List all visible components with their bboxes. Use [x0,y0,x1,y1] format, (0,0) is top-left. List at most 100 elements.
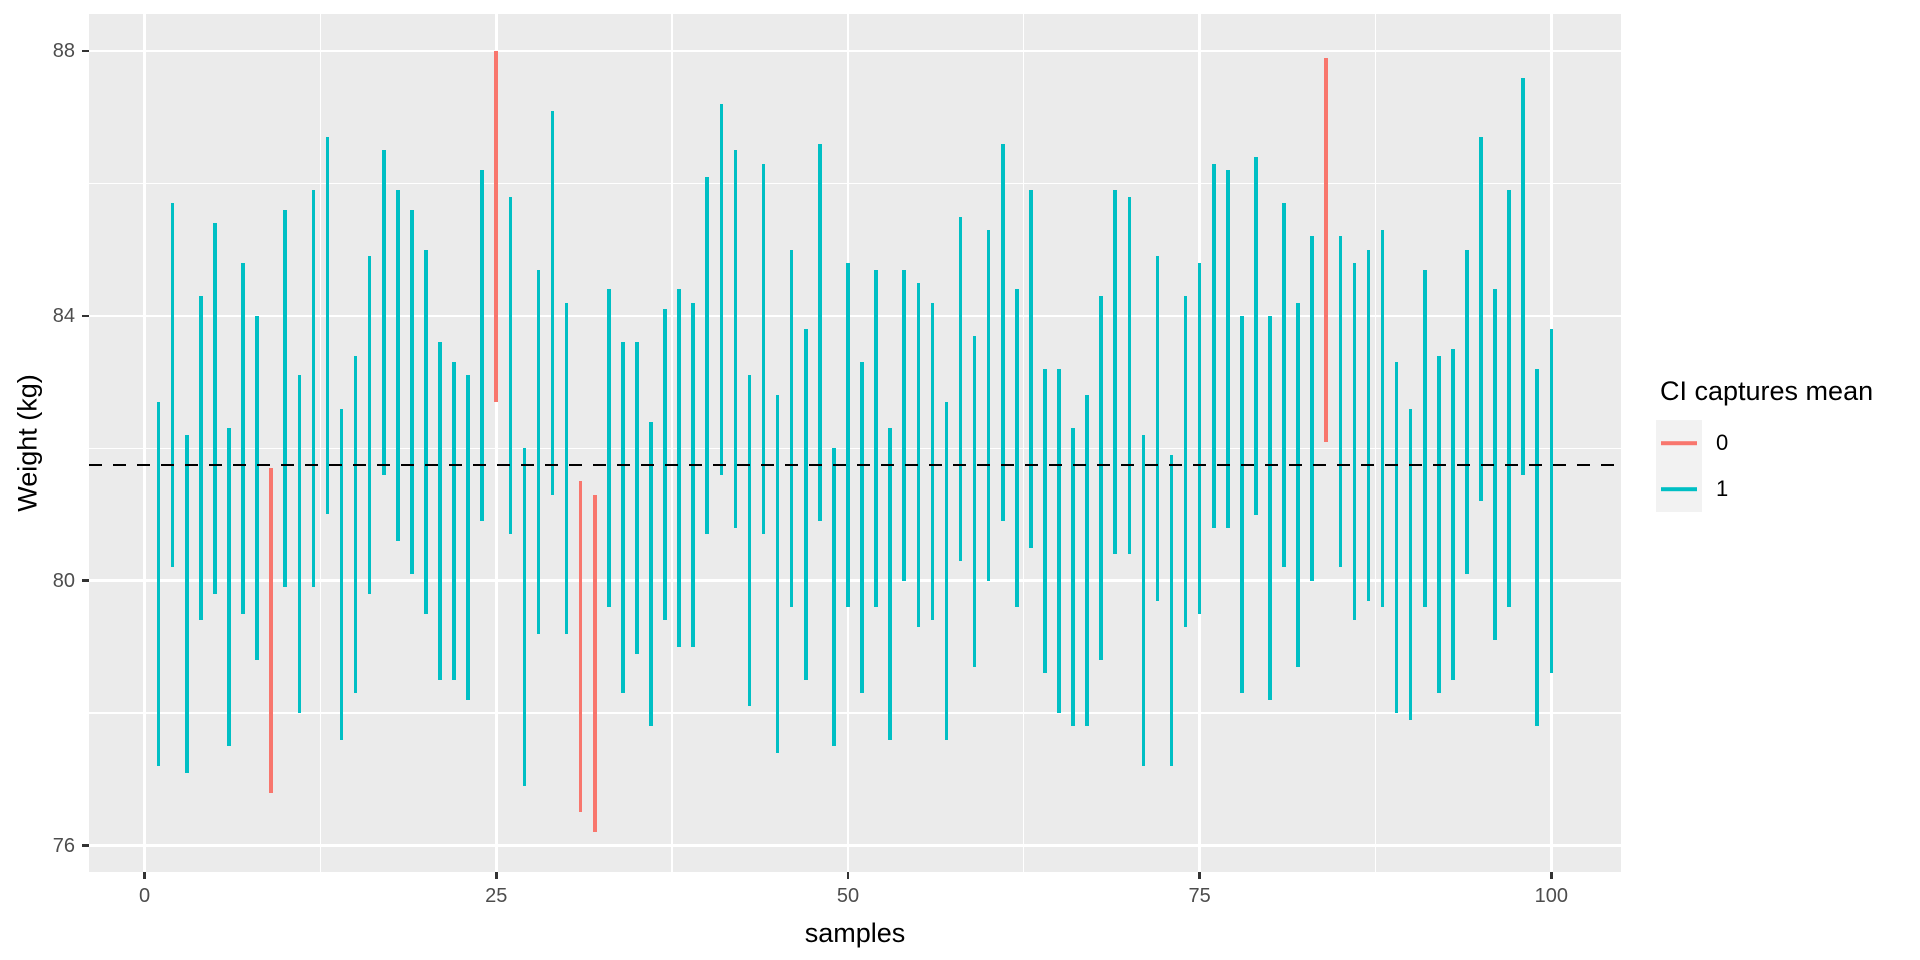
x-minor-gridline [1023,14,1025,872]
legend-entry-0: 0 [1656,420,1916,466]
ci-bar-sample-95 [1479,137,1483,502]
ci-bar-sample-39 [691,302,695,647]
ci-bar-sample-89 [1394,362,1399,714]
ci-bar-sample-100 [1549,329,1554,674]
ci-bar-sample-80 [1268,315,1272,700]
ci-bar-sample-67 [1085,395,1089,727]
x-tick-mark [1550,872,1553,879]
ci-bar-sample-76 [1211,163,1216,528]
ci-bar-sample-20 [424,249,428,614]
ci-bar-sample-66 [1071,428,1075,727]
y-tick-mark [82,314,89,318]
ci-bar-sample-93 [1451,348,1455,680]
ci-bar-sample-4 [199,296,203,621]
ci-bar-sample-71 [1141,435,1146,767]
ci-bar-sample-9 [269,468,273,793]
ci-bar-sample-26 [508,196,513,535]
ci-bar-sample-99 [1535,368,1540,727]
ci-bar-sample-59 [972,335,977,667]
y-tick-label: 80 [52,569,75,592]
legend-entry-label: 0 [1716,430,1729,455]
ci-bar-sample-24 [480,170,484,522]
ci-bar-sample-77 [1226,170,1230,528]
ci-bar-sample-8 [255,315,259,661]
ci-bar-sample-2 [170,203,175,568]
x-tick-label: 50 [836,885,860,907]
ci-bar-sample-45 [775,395,780,753]
ci-bar-sample-54 [902,269,907,581]
ci-bar-sample-1 [156,401,161,767]
ci-bar-sample-82 [1296,302,1300,667]
ci-bar-sample-32 [592,494,597,833]
ci-bar-sample-41 [719,104,724,475]
ci-bar-sample-43 [747,375,752,707]
legend-key-line [1661,441,1697,445]
x-tick-label: 25 [485,885,508,907]
ci-bar-sample-56 [930,302,935,621]
x-tick-mark [143,872,146,879]
y-tick-label: 84 [52,304,75,327]
x-minor-gridline [671,14,673,872]
ci-bar-sample-17 [381,150,386,475]
y-tick-label: 76 [52,834,75,857]
ci-bar-sample-72 [1155,256,1160,601]
ci-bar-sample-65 [1057,368,1061,714]
ci-bar-sample-85 [1338,236,1343,568]
ci-bar-sample-53 [888,428,892,740]
ci-bar-sample-13 [325,137,330,515]
ci-bar-sample-23 [466,375,470,700]
ci-bar-sample-92 [1437,355,1441,694]
ci-bar-sample-12 [311,190,316,588]
ci-bar-sample-69 [1113,190,1118,555]
ci-bar-sample-22 [452,362,456,680]
ci-bar-sample-58 [958,216,963,561]
ci-bar-sample-73 [1169,454,1174,767]
ci-bar-sample-44 [761,163,766,535]
ci-bar-sample-28 [536,269,541,634]
ci-bar-sample-30 [564,302,569,634]
legend-key-line [1661,487,1697,491]
ci-bar-sample-25 [494,51,499,402]
ci-bar-sample-97 [1507,190,1511,608]
ci-bar-sample-31 [578,481,583,813]
legend-key-box [1656,466,1702,512]
ci-bar-sample-38 [677,289,681,647]
ci-bar-sample-81 [1282,203,1286,568]
y-tick-mark [82,49,89,53]
y-minor-gridline [89,182,1621,185]
x-axis-title: samples [804,918,906,948]
ci-bar-sample-74 [1183,296,1188,628]
ci-bar-sample-86 [1352,262,1357,621]
ci-bar-sample-64 [1043,368,1047,674]
ci-bar-sample-42 [733,150,738,528]
ci-bar-sample-16 [367,256,372,594]
ci-bar-sample-63 [1029,190,1033,548]
ci-bar-sample-87 [1366,249,1371,601]
ci-bar-sample-50 [846,262,850,608]
ci-bar-sample-51 [860,362,864,694]
ci-bar-sample-40 [705,176,710,535]
ci-bar-sample-19 [410,209,414,575]
y-tick-label: 88 [52,40,75,63]
ci-bar-sample-49 [832,448,836,747]
x-tick-mark [1198,872,1201,879]
x-major-gridline [143,14,146,872]
ci-bar-sample-48 [818,143,822,522]
ci-bar-sample-78 [1240,315,1244,694]
legend-key-box [1656,420,1702,466]
y-major-gridline [89,844,1621,847]
x-minor-gridline [1374,14,1377,872]
ci-bar-sample-98 [1521,77,1526,475]
ci-bar-sample-14 [339,408,344,740]
ci-bar-sample-33 [607,289,611,608]
ci-bar-sample-5 [213,223,217,594]
y-axis-title: Weight (kg) [12,374,43,512]
ci-bar-sample-70 [1127,196,1132,555]
ci-bar-sample-57 [944,401,949,740]
ci-bar-sample-6 [227,428,231,747]
ci-bar-sample-3 [184,435,189,773]
true-mean-dashed-line [89,463,1621,467]
ci-bar-sample-83 [1310,236,1314,581]
ci-bar-sample-84 [1324,57,1329,442]
